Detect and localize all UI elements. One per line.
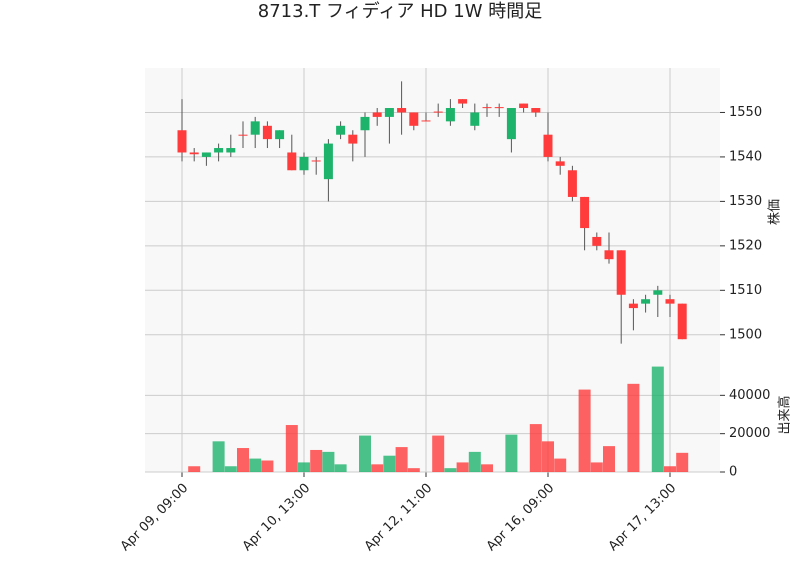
candle-body: [641, 299, 651, 304]
y-tick-label: 1530: [729, 194, 762, 209]
candle-body: [336, 125, 346, 135]
x-tick-label: Apr 10, 13:00: [240, 481, 313, 554]
candle-body: [458, 99, 468, 104]
candle-body: [494, 107, 504, 109]
volume-bar: [322, 451, 335, 472]
volume-bar: [676, 452, 689, 472]
y-tick-label: 1510: [729, 283, 762, 298]
volume-bar: [578, 389, 591, 472]
volume-bar: [407, 468, 420, 472]
candle-body: [226, 148, 236, 153]
candle-body: [360, 116, 370, 131]
volume-bar: [212, 441, 225, 472]
volume-bar: [395, 447, 408, 472]
candle-body: [604, 250, 614, 260]
y-tick-label: 1550: [729, 105, 762, 120]
candle-body: [348, 134, 358, 144]
candle-body: [275, 130, 285, 140]
volume-bar: [554, 458, 567, 472]
x-tick-label: Apr 16, 09:00: [484, 481, 557, 554]
candle-body: [665, 299, 675, 304]
candle-body: [299, 156, 309, 171]
volume-bar: [224, 466, 237, 472]
volume-bar: [468, 451, 481, 472]
candle-body: [189, 152, 199, 155]
volume-bar: [651, 366, 664, 472]
candle-body: [628, 303, 638, 309]
candle-body: [653, 290, 663, 295]
volume-bar: [456, 462, 469, 472]
volume-bar: [505, 434, 518, 472]
candle-body: [531, 108, 541, 113]
y-axis-label: 株価: [768, 199, 783, 225]
volume-bar: [298, 462, 310, 472]
candle-body: [250, 121, 260, 135]
volume-bar: [310, 449, 323, 472]
candle-body: [372, 112, 382, 117]
volume-bar: [664, 466, 676, 472]
candle-body: [421, 120, 431, 122]
candle-body: [555, 161, 565, 166]
candle-body: [323, 143, 333, 180]
candle-body: [177, 130, 187, 153]
volume-bar: [261, 460, 274, 472]
y-tick-label: 1520: [729, 238, 762, 253]
candle-body: [397, 108, 407, 113]
candle-body: [311, 160, 321, 162]
volume-bar: [249, 458, 262, 472]
volume-bar: [334, 464, 347, 472]
volume-bar: [590, 462, 603, 472]
candle-body: [677, 303, 687, 340]
volume-bar: [603, 446, 615, 472]
volume-bar: [444, 468, 457, 472]
volume-bar: [627, 383, 640, 472]
y-tick-label: 1500: [729, 327, 762, 342]
candle-body: [482, 107, 492, 109]
candle-body: [409, 112, 419, 126]
volume-bar: [383, 455, 396, 472]
x-tick-label: Apr 09, 09:00: [118, 481, 191, 554]
candle-body: [592, 236, 602, 246]
volume-axis-label: 出来高: [777, 395, 793, 434]
candle-body: [287, 152, 297, 171]
volume-bar: [359, 435, 371, 472]
price-panel: [145, 68, 720, 357]
volume-bar: [481, 464, 493, 472]
volume-bar: [188, 466, 201, 472]
candle-body: [616, 250, 626, 295]
volume-tick-label: 40000: [729, 388, 770, 403]
candle-body: [506, 108, 516, 140]
volume-tick-label: 20000: [729, 426, 770, 441]
candle-body: [519, 103, 529, 109]
y-tick-label: 1540: [729, 149, 762, 164]
candle-body: [580, 196, 590, 229]
candle-body: [543, 134, 553, 157]
candle-body: [214, 148, 224, 153]
volume-tick-label: 0: [729, 465, 737, 480]
volume-bar: [237, 448, 249, 472]
x-tick-label: Apr 12, 11:00: [362, 481, 435, 554]
volume-bar: [432, 435, 445, 472]
volume-bar: [285, 425, 298, 472]
chart-title: 8713.T フィディア HD 1W 時間足: [258, 1, 542, 22]
volume-bar: [542, 441, 554, 472]
candle-body: [445, 108, 455, 122]
candle-body: [201, 152, 211, 157]
candle-body: [470, 112, 480, 126]
volume-bar: [529, 424, 542, 472]
candle-body: [384, 108, 394, 117]
volume-bar: [371, 464, 384, 472]
candle-body: [262, 125, 272, 140]
candle-body: [433, 111, 443, 113]
x-tick-label: Apr 17, 13:00: [606, 481, 679, 554]
candle-body: [238, 134, 248, 136]
candle-body: [567, 170, 577, 197]
